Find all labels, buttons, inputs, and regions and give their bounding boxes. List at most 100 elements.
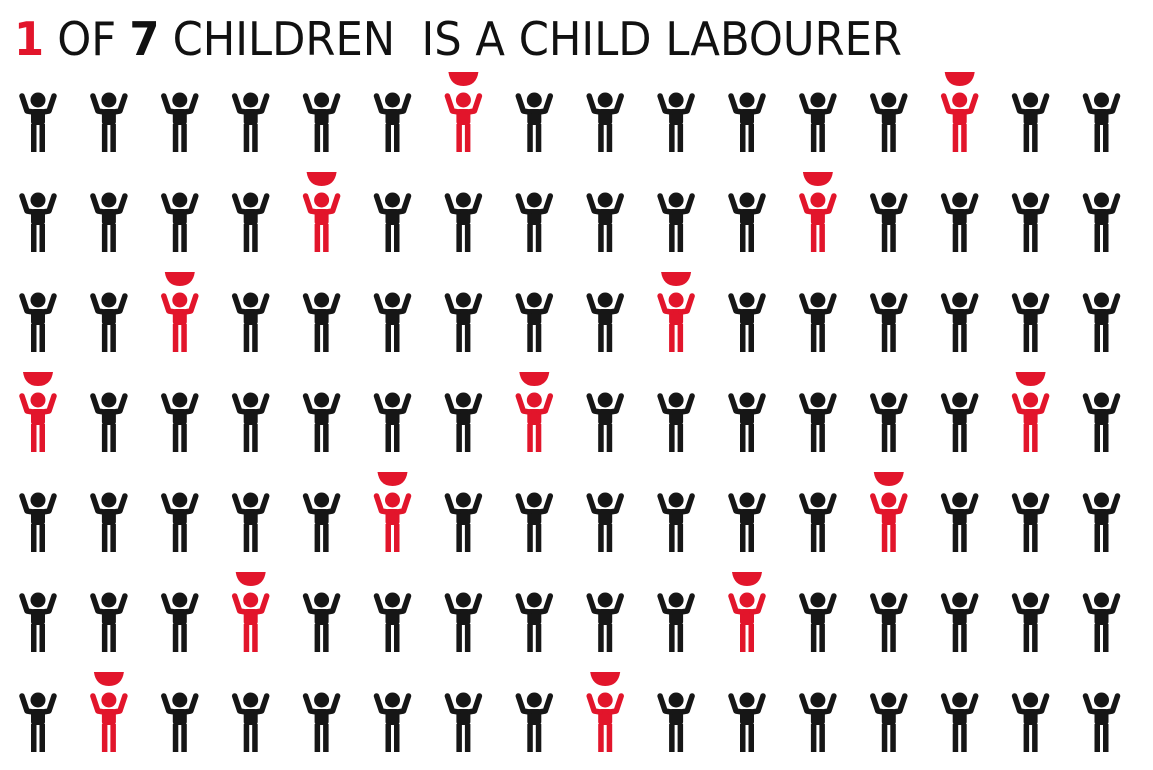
child-icon (231, 92, 270, 152)
child-icon (870, 92, 908, 152)
child-icon (231, 392, 270, 452)
child-icon (940, 192, 979, 252)
child-icon (586, 92, 624, 152)
child-labourer-icon (161, 272, 199, 352)
child-labourer-icon (515, 372, 554, 452)
child-icon (90, 392, 128, 452)
child-icon (728, 192, 766, 252)
child-icon (515, 292, 554, 352)
child-icon (1082, 692, 1121, 752)
child-icon (231, 192, 270, 252)
child-icon (373, 92, 412, 152)
child-icon (586, 192, 624, 252)
child-icon (19, 92, 57, 152)
child-icon (444, 192, 483, 252)
child-icon (161, 592, 199, 652)
child-icon (302, 592, 341, 652)
child-icon (728, 92, 766, 152)
child-icon (657, 492, 695, 552)
child-icon (444, 292, 483, 352)
child-icon (1011, 492, 1050, 552)
child-icon (302, 292, 341, 352)
child-icon (19, 492, 57, 552)
child-icon (302, 492, 341, 552)
child-icon (728, 692, 766, 752)
child-icon (515, 492, 554, 552)
child-icon (90, 592, 128, 652)
child-icon (161, 492, 199, 552)
child-icon (444, 492, 483, 552)
child-labourer-icon (1011, 372, 1050, 452)
child-labourer-icon (728, 572, 766, 652)
child-icon (940, 692, 979, 752)
child-icon (1082, 592, 1121, 652)
title-rest: IS A CHILD LABOURER (421, 12, 902, 66)
child-icon (19, 292, 57, 352)
child-labourer-icon (302, 172, 341, 252)
chart-title: 1 OF 7 CHILDREN IS A CHILD LABOURER (14, 8, 902, 70)
child-icon (1011, 92, 1050, 152)
title-word-of: OF (57, 12, 117, 66)
child-icon (19, 692, 57, 752)
child-icon (799, 492, 837, 552)
child-labourer-icon (657, 272, 695, 352)
child-icon (657, 592, 695, 652)
child-icon (515, 692, 554, 752)
child-icon (1082, 392, 1121, 452)
child-icon (586, 292, 624, 352)
child-labourer-icon (90, 672, 128, 752)
child-icon (940, 492, 979, 552)
child-icon (657, 92, 695, 152)
child-icon (161, 392, 199, 452)
child-icon (799, 692, 837, 752)
child-icon (90, 92, 128, 152)
child-icon (515, 92, 554, 152)
child-icon (1082, 192, 1121, 252)
child-icon (515, 192, 554, 252)
child-icon (657, 692, 695, 752)
child-icon (231, 692, 270, 752)
child-icon (657, 392, 695, 452)
child-icon (302, 692, 341, 752)
child-icon (90, 192, 128, 252)
child-icon (161, 192, 199, 252)
child-icon (870, 392, 908, 452)
child-icon (19, 592, 57, 652)
child-icon (1011, 292, 1050, 352)
child-labourer-icon (940, 72, 979, 152)
child-icon (870, 592, 908, 652)
child-icon (586, 592, 624, 652)
child-icon (161, 92, 199, 152)
child-icon (231, 292, 270, 352)
child-icon (302, 392, 341, 452)
child-labourer-icon (19, 372, 57, 452)
child-labourer-icon (444, 72, 483, 152)
child-icon (870, 192, 908, 252)
child-icon (302, 92, 341, 152)
child-icon (1011, 192, 1050, 252)
child-icon (586, 392, 624, 452)
title-number-one: 1 (14, 12, 45, 66)
child-icon (870, 292, 908, 352)
child-icon (799, 392, 837, 452)
child-labourer-icon (373, 472, 412, 552)
child-icon (1011, 692, 1050, 752)
child-icon (161, 692, 199, 752)
child-icon (373, 592, 412, 652)
child-icon (373, 692, 412, 752)
child-icon (19, 192, 57, 252)
title-number-seven: 7 (129, 12, 160, 66)
child-icon (870, 692, 908, 752)
child-icon (1082, 492, 1121, 552)
child-icon (90, 492, 128, 552)
child-icon (1082, 92, 1121, 152)
child-icon (799, 592, 837, 652)
child-icon (1011, 592, 1050, 652)
child-icon (940, 292, 979, 352)
title-word-children: CHILDREN (172, 12, 396, 66)
child-labourer-icon (799, 172, 837, 252)
child-icon (444, 592, 483, 652)
child-labourer-icon (586, 672, 624, 752)
child-icon (1082, 292, 1121, 352)
